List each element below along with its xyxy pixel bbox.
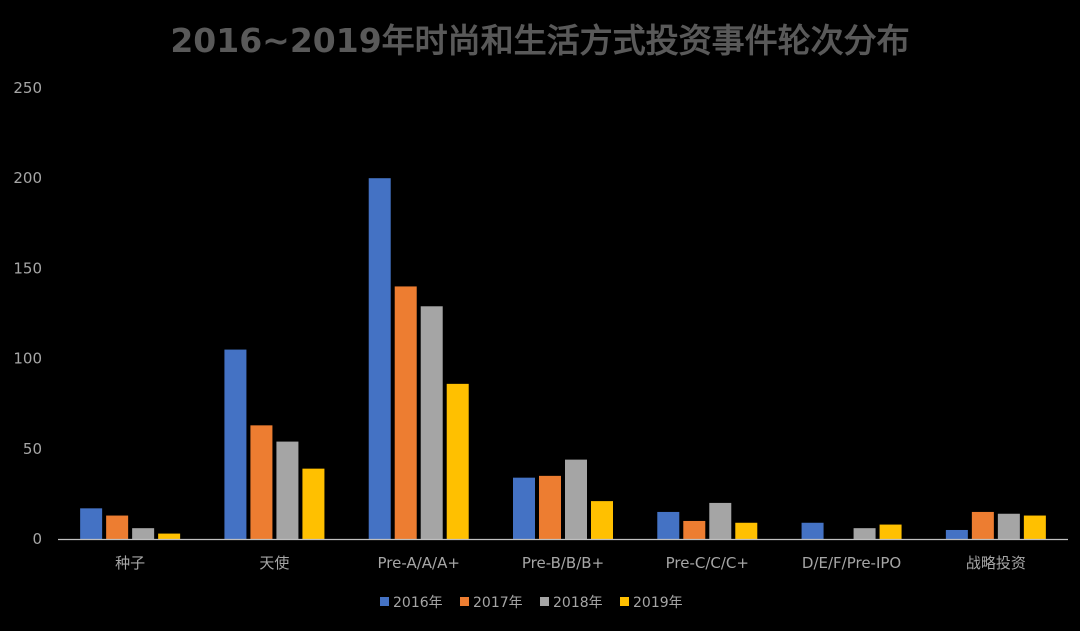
legend-swatch	[380, 597, 389, 606]
y-tick-label: 200	[13, 169, 42, 187]
y-tick-label: 50	[23, 440, 42, 458]
x-tick-label: 天使	[259, 554, 289, 572]
y-axis-ticks: 0 50 100 150 200 250	[13, 79, 42, 548]
chart-title: 2016~2019年时尚和生活方式投资事件轮次分布	[170, 21, 910, 60]
bar-2019年-Pre-C/C/C+	[735, 522, 758, 539]
legend-swatch	[620, 597, 629, 606]
bar-2017年-Pre-B/B/B+	[539, 475, 561, 539]
legend-swatch	[460, 597, 469, 606]
bar-2019年-Pre-A/A/A+	[446, 383, 469, 539]
x-tick-label: D/E/F/Pre-IPO	[802, 554, 901, 572]
x-tick-label: 种子	[115, 554, 145, 572]
x-tick-label: Pre-B/B/B+	[522, 554, 604, 572]
bar-2019年-种子	[158, 533, 181, 539]
bar-2019年-D/E/F/Pre-IPO	[879, 524, 902, 539]
bar-2019年-Pre-B/B/B+	[591, 501, 613, 539]
bar-2016年-种子	[80, 508, 103, 539]
bar-2017年-种子	[106, 515, 129, 539]
bar-2017年-战略投资	[971, 511, 994, 539]
legend-swatch	[540, 597, 549, 606]
bar-2018年-种子	[132, 528, 155, 539]
x-axis-labels: 种子 天使 Pre-A/A/A+ Pre-B/B/B+ Pre-C/C/C+ D/E/F/…	[115, 554, 1026, 572]
bar-2016年-Pre-B/B/B+	[513, 477, 535, 539]
x-tick-label: 战略投资	[966, 554, 1026, 572]
bar-2016年-天使	[224, 349, 247, 539]
bar-2018年-D/E/F/Pre-IPO	[853, 528, 876, 539]
legend: 2016年 2017年 2018年 2019年	[380, 595, 683, 611]
bar-2017年-天使	[250, 425, 273, 539]
legend-label: 2019年	[633, 595, 683, 611]
y-tick-label: 0	[32, 530, 42, 548]
bar-2018年-Pre-C/C/C+	[709, 502, 732, 539]
bar-2017年-Pre-A/A/A+	[394, 286, 417, 539]
bar-2019年-战略投资	[1023, 515, 1046, 539]
bars-group	[80, 178, 1046, 539]
bar-2018年-Pre-B/B/B+	[565, 459, 587, 539]
legend-label: 2017年	[473, 595, 523, 611]
x-tick-label: Pre-A/A/A+	[378, 554, 460, 572]
bar-2018年-战略投资	[997, 513, 1020, 539]
legend-label: 2018年	[553, 595, 603, 611]
bar-2018年-Pre-A/A/A+	[420, 306, 443, 539]
x-tick-label: Pre-C/C/C+	[666, 554, 749, 572]
bar-2016年-战略投资	[945, 529, 968, 539]
bar-2018年-天使	[276, 441, 299, 539]
bar-2016年-Pre-C/C/C+	[657, 511, 680, 539]
bar-2016年-D/E/F/Pre-IPO	[801, 522, 824, 539]
bar-2019年-天使	[302, 468, 325, 539]
legend-label: 2016年	[393, 595, 443, 611]
bar-2017年-Pre-C/C/C+	[683, 520, 706, 539]
y-tick-label: 250	[13, 79, 42, 97]
y-tick-label: 150	[13, 259, 42, 277]
bar-2016年-Pre-A/A/A+	[368, 178, 391, 539]
y-tick-label: 100	[13, 350, 42, 368]
